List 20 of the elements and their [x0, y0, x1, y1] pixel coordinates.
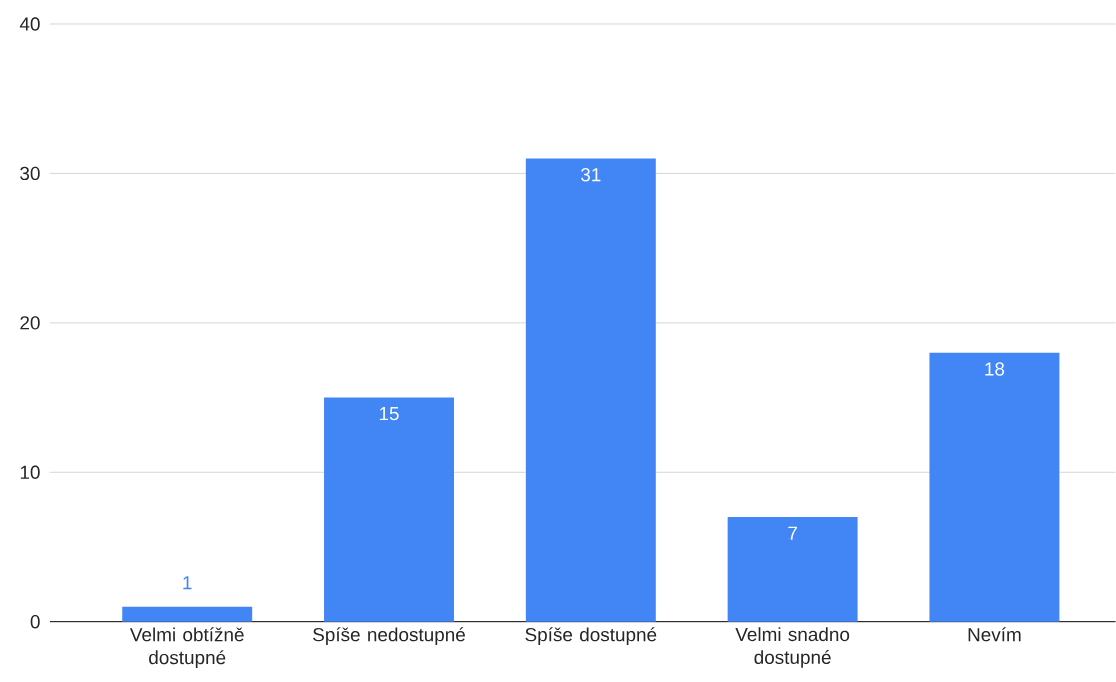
- bar: [727, 517, 858, 622]
- x-tick-label: Spíše nedostupné: [313, 627, 465, 646]
- bar: [122, 606, 253, 622]
- bar: [525, 158, 656, 622]
- x-tick-label: Spíše dostupné: [525, 627, 657, 646]
- y-tick-label: 10: [20, 465, 40, 480]
- bar: [324, 397, 454, 622]
- y-tick-label: 20: [20, 316, 40, 330]
- data-label: 7: [788, 526, 797, 540]
- bar: [929, 352, 1060, 622]
- y-tick-label: 40: [19, 17, 40, 31]
- x-tick-label: Nevím: [968, 627, 1021, 642]
- data-label: 15: [379, 407, 399, 421]
- x-tick-label: Velmi obtížně dostupné: [129, 627, 244, 669]
- y-tick-label: 30: [20, 166, 40, 181]
- y-tick-label: 0: [30, 615, 40, 629]
- data-label: 1: [183, 576, 192, 590]
- data-label: 18: [985, 362, 1005, 376]
- x-tick-label: Velmi snadno dostupné: [735, 627, 850, 668]
- data-label: 31: [581, 168, 601, 182]
